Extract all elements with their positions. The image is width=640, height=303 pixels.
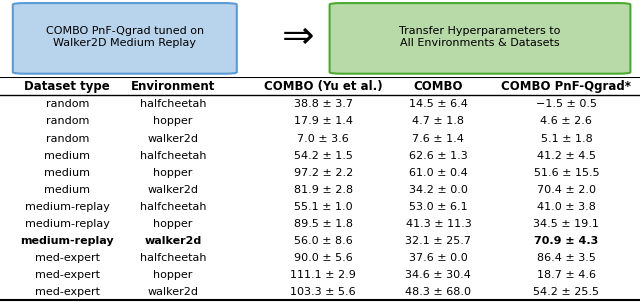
Text: 55.1 ± 1.0: 55.1 ± 1.0	[294, 201, 353, 211]
Text: COMBO (Yu et al.): COMBO (Yu et al.)	[264, 80, 383, 93]
Text: walker2d: walker2d	[147, 134, 198, 144]
Text: 7.0 ± 3.6: 7.0 ± 3.6	[298, 134, 349, 144]
Text: 41.2 ± 4.5: 41.2 ± 4.5	[537, 151, 596, 161]
Text: medium: medium	[44, 185, 90, 195]
Text: medium-replay: medium-replay	[20, 235, 114, 245]
Text: hopper: hopper	[153, 218, 193, 228]
Text: 4.6 ± 2.6: 4.6 ± 2.6	[540, 116, 593, 126]
Text: 17.9 ± 1.4: 17.9 ± 1.4	[294, 116, 353, 126]
Text: 62.6 ± 1.3: 62.6 ± 1.3	[409, 151, 468, 161]
Text: 81.9 ± 2.8: 81.9 ± 2.8	[294, 185, 353, 195]
Text: 70.4 ± 2.0: 70.4 ± 2.0	[537, 185, 596, 195]
Text: medium: medium	[44, 151, 90, 161]
Text: COMBO: COMBO	[413, 80, 463, 93]
Text: 32.1 ± 25.7: 32.1 ± 25.7	[405, 235, 472, 245]
Text: 51.6 ± 15.5: 51.6 ± 15.5	[534, 168, 599, 178]
Text: 14.5 ± 6.4: 14.5 ± 6.4	[409, 99, 468, 109]
FancyBboxPatch shape	[330, 3, 630, 74]
Text: 70.9 ± 4.3: 70.9 ± 4.3	[534, 235, 598, 245]
Text: Dataset type: Dataset type	[24, 80, 110, 93]
Text: random: random	[45, 116, 89, 126]
Text: ⇒: ⇒	[282, 18, 314, 56]
Text: 7.6 ± 1.4: 7.6 ± 1.4	[412, 134, 465, 144]
Text: 97.2 ± 2.2: 97.2 ± 2.2	[294, 168, 353, 178]
Text: medium: medium	[44, 168, 90, 178]
Text: 56.0 ± 8.6: 56.0 ± 8.6	[294, 235, 353, 245]
Text: 41.3 ± 11.3: 41.3 ± 11.3	[406, 218, 471, 228]
Text: 4.7 ± 1.8: 4.7 ± 1.8	[412, 116, 465, 126]
Text: COMBO PnF-Qgrad tuned on
Walker2D Medium Replay: COMBO PnF-Qgrad tuned on Walker2D Medium…	[45, 26, 204, 48]
Text: med-expert: med-expert	[35, 287, 100, 297]
Text: walker2d: walker2d	[147, 287, 198, 297]
Text: halfcheetah: halfcheetah	[140, 99, 206, 109]
Text: halfcheetah: halfcheetah	[140, 201, 206, 211]
Text: 18.7 ± 4.6: 18.7 ± 4.6	[537, 270, 596, 280]
Text: 37.6 ± 0.0: 37.6 ± 0.0	[409, 253, 468, 263]
Text: med-expert: med-expert	[35, 253, 100, 263]
Text: −1.5 ± 0.5: −1.5 ± 0.5	[536, 99, 597, 109]
Text: halfcheetah: halfcheetah	[140, 253, 206, 263]
Text: walker2d: walker2d	[144, 235, 202, 245]
Text: 111.1 ± 2.9: 111.1 ± 2.9	[291, 270, 356, 280]
Text: hopper: hopper	[153, 270, 193, 280]
Text: 54.2 ± 25.5: 54.2 ± 25.5	[533, 287, 600, 297]
Text: hopper: hopper	[153, 168, 193, 178]
Text: 34.6 ± 30.4: 34.6 ± 30.4	[406, 270, 471, 280]
FancyBboxPatch shape	[13, 3, 237, 74]
Text: 103.3 ± 5.6: 103.3 ± 5.6	[291, 287, 356, 297]
Text: medium-replay: medium-replay	[25, 218, 109, 228]
Text: Transfer Hyperparameters to
All Environments & Datasets: Transfer Hyperparameters to All Environm…	[399, 26, 561, 48]
Text: Environment: Environment	[131, 80, 215, 93]
Text: 34.5 ± 19.1: 34.5 ± 19.1	[534, 218, 599, 228]
Text: 53.0 ± 6.1: 53.0 ± 6.1	[409, 201, 468, 211]
Text: 48.3 ± 68.0: 48.3 ± 68.0	[405, 287, 472, 297]
Text: halfcheetah: halfcheetah	[140, 151, 206, 161]
Text: random: random	[45, 99, 89, 109]
Text: 89.5 ± 1.8: 89.5 ± 1.8	[294, 218, 353, 228]
Text: hopper: hopper	[153, 116, 193, 126]
Text: 54.2 ± 1.5: 54.2 ± 1.5	[294, 151, 353, 161]
Text: 5.1 ± 1.8: 5.1 ± 1.8	[541, 134, 592, 144]
Text: COMBO PnF-Qgrad*: COMBO PnF-Qgrad*	[501, 80, 632, 93]
Text: 90.0 ± 5.6: 90.0 ± 5.6	[294, 253, 353, 263]
Text: 41.0 ± 3.8: 41.0 ± 3.8	[537, 201, 596, 211]
Text: 34.2 ± 0.0: 34.2 ± 0.0	[409, 185, 468, 195]
Text: 86.4 ± 3.5: 86.4 ± 3.5	[537, 253, 596, 263]
Text: random: random	[45, 134, 89, 144]
Text: medium-replay: medium-replay	[25, 201, 109, 211]
Text: walker2d: walker2d	[147, 185, 198, 195]
Text: med-expert: med-expert	[35, 270, 100, 280]
Text: 61.0 ± 0.4: 61.0 ± 0.4	[409, 168, 468, 178]
Text: 38.8 ± 3.7: 38.8 ± 3.7	[294, 99, 353, 109]
